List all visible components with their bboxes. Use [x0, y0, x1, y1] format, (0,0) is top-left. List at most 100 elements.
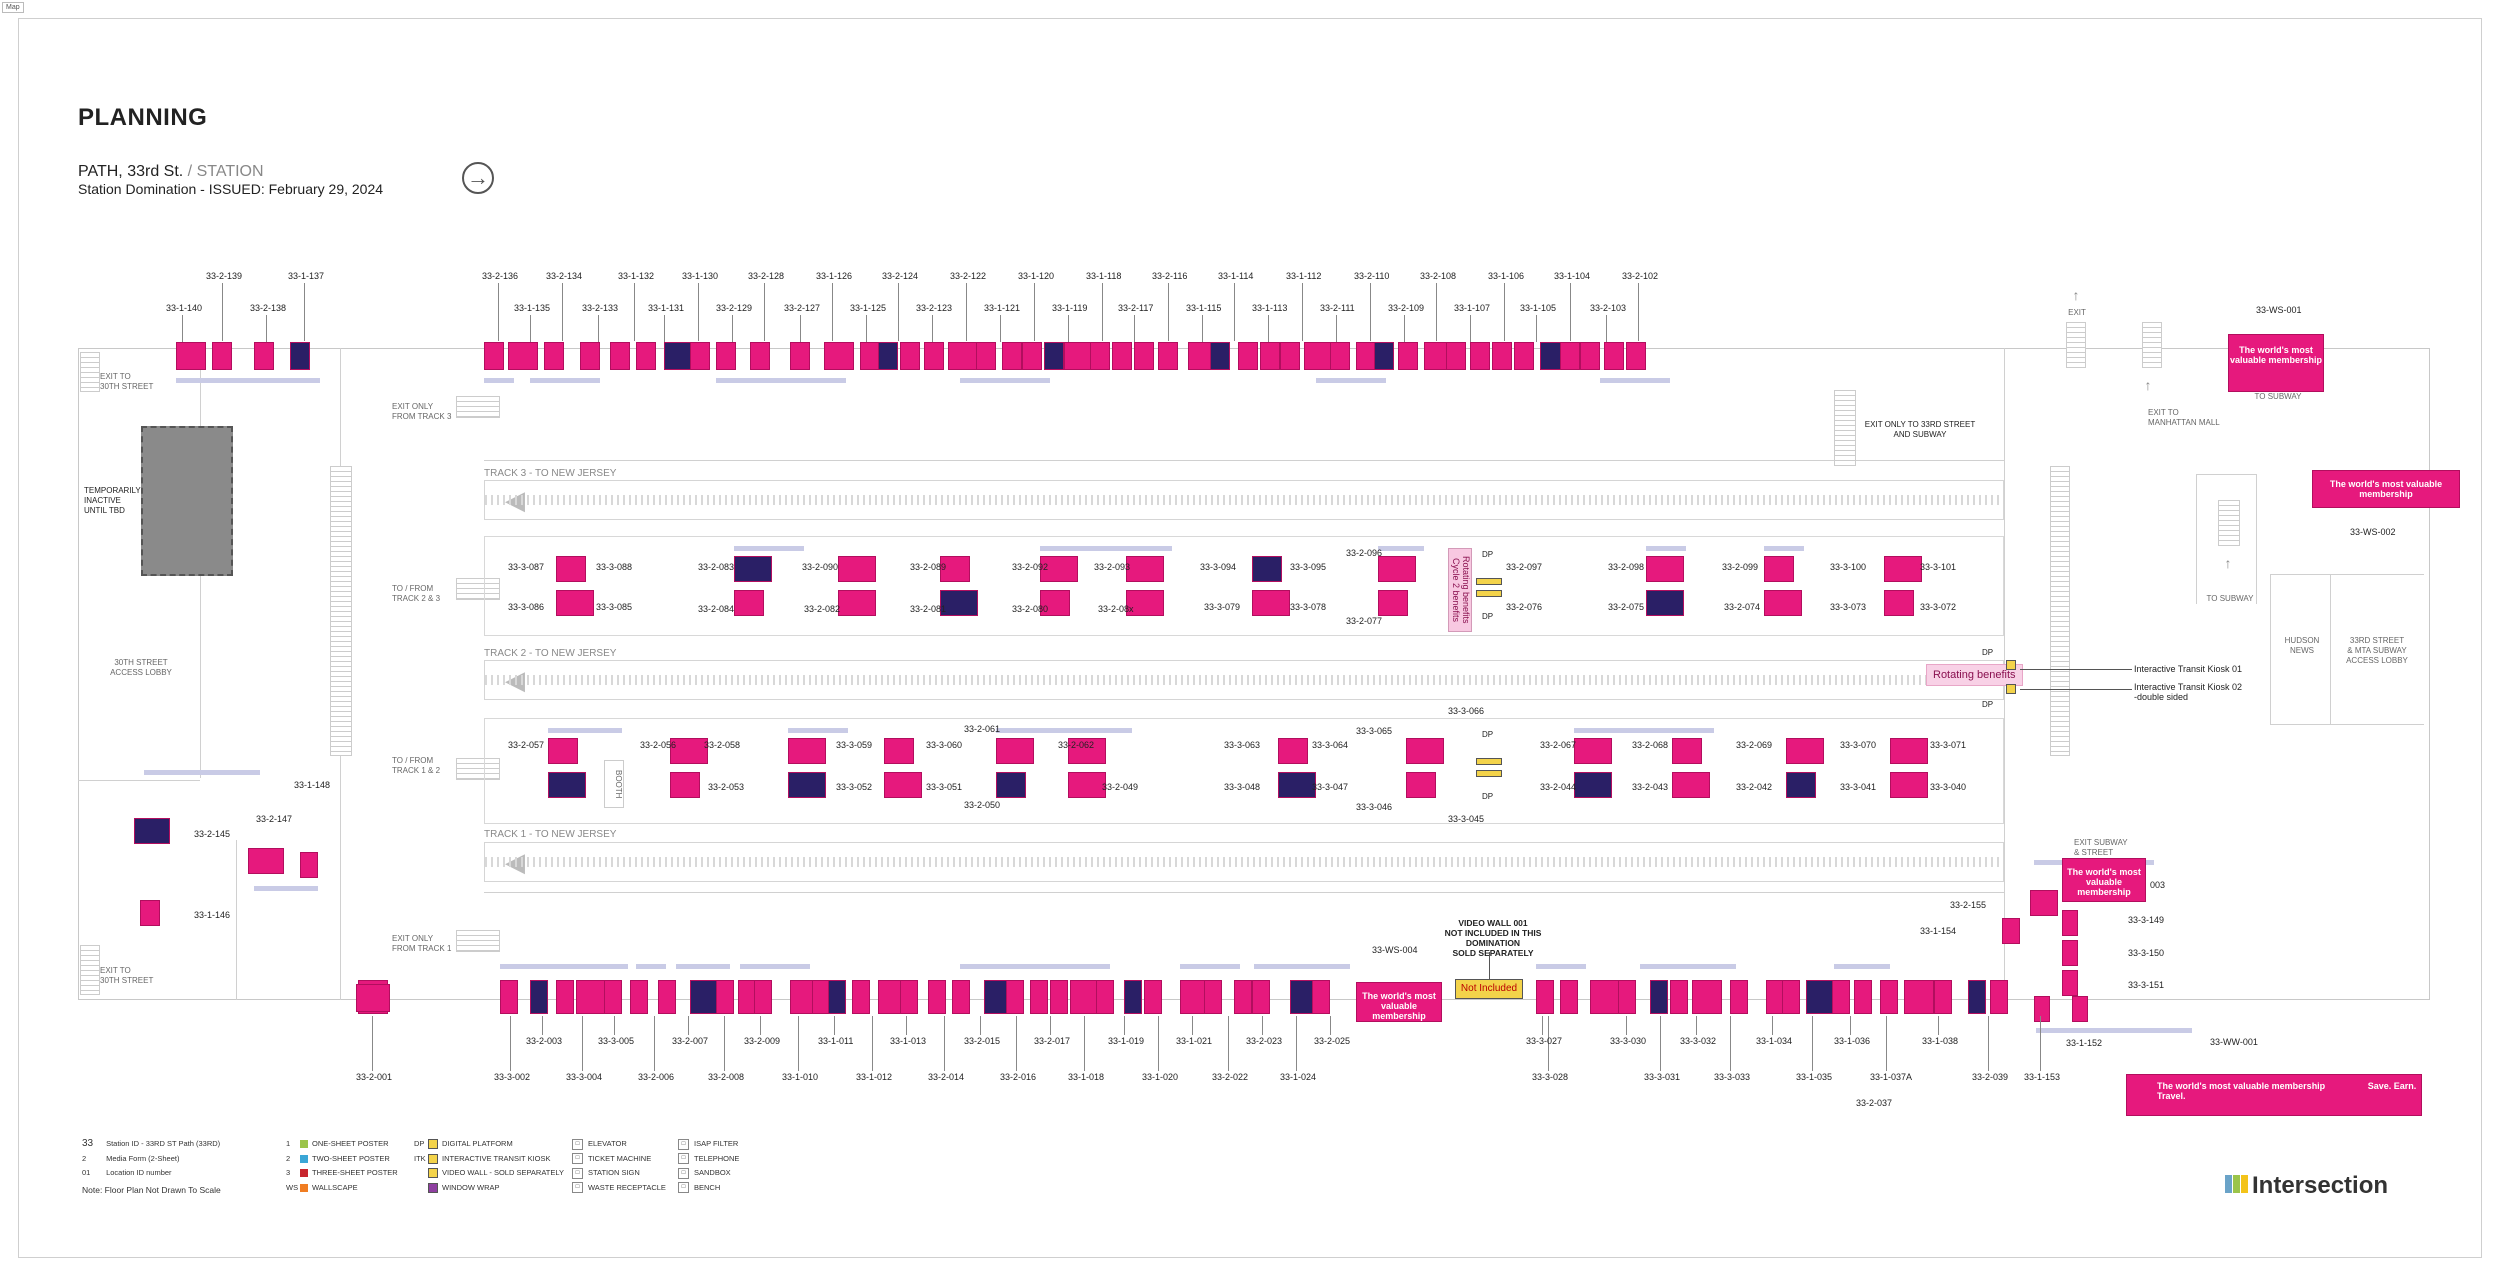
ad-panel[interactable] [134, 818, 170, 844]
ad-panel[interactable] [1096, 980, 1114, 1014]
ad-panel[interactable] [2072, 996, 2088, 1022]
ad-panel[interactable] [1068, 772, 1106, 798]
ad-panel[interactable] [548, 738, 578, 764]
ad-panel[interactable] [1650, 980, 1668, 1014]
ad-panel[interactable] [548, 772, 586, 798]
wallscape-ws-004[interactable]: The world's most valuable membership [1356, 982, 1442, 1022]
ad-panel[interactable] [1378, 556, 1416, 582]
ad-panel[interactable] [140, 900, 160, 926]
ad-panel[interactable] [1374, 342, 1394, 370]
ad-panel[interactable] [1590, 980, 1620, 1014]
ad-panel[interactable] [576, 980, 606, 1014]
ad-panel[interactable] [750, 342, 770, 370]
ad-panel[interactable] [300, 852, 318, 878]
ad-panel[interactable] [2030, 890, 2058, 916]
ad-panel[interactable] [1904, 980, 1934, 1014]
ad-panel[interactable] [1158, 342, 1178, 370]
ad-panel[interactable] [2062, 940, 2078, 966]
ad-panel[interactable] [1252, 556, 1282, 582]
wallscape-ws-001[interactable]: The world's most valuable membership [2228, 334, 2324, 392]
ad-panel[interactable] [1968, 980, 1986, 1014]
ad-panel[interactable] [1030, 980, 1048, 1014]
ad-panel[interactable] [1304, 342, 1334, 370]
ad-panel[interactable] [1134, 342, 1154, 370]
ad-panel[interactable] [556, 590, 594, 616]
ad-panel[interactable] [1144, 980, 1162, 1014]
ad-panel[interactable] [1312, 980, 1330, 1014]
wallscape-ws-003[interactable]: The world's most valuable membership [2062, 858, 2146, 902]
ad-panel[interactable] [1260, 342, 1280, 370]
ad-panel[interactable] [1406, 772, 1436, 798]
ad-panel[interactable] [1782, 980, 1800, 1014]
ad-panel[interactable] [788, 772, 826, 798]
ad-panel[interactable] [1356, 342, 1376, 370]
ad-panel[interactable] [1990, 980, 2008, 1014]
ad-panel[interactable] [610, 342, 630, 370]
ad-panel[interactable] [1210, 342, 1230, 370]
ad-panel[interactable] [2062, 970, 2078, 996]
ad-panel[interactable] [1252, 590, 1290, 616]
ad-panel[interactable] [508, 342, 538, 370]
ad-panel[interactable] [940, 556, 970, 582]
ad-panel[interactable] [290, 342, 310, 370]
ad-panel[interactable] [1672, 772, 1710, 798]
ad-panel[interactable] [1646, 556, 1684, 582]
ad-panel[interactable] [1890, 738, 1928, 764]
ad-panel[interactable] [1618, 980, 1636, 1014]
ad-panel[interactable] [838, 556, 876, 582]
ad-panel[interactable] [828, 980, 846, 1014]
ad-panel[interactable] [1626, 342, 1646, 370]
ad-panel[interactable] [1330, 342, 1350, 370]
ad-panel[interactable] [948, 342, 978, 370]
ad-panel[interactable] [996, 738, 1034, 764]
ad-panel[interactable] [1786, 738, 1824, 764]
ad-panel[interactable] [734, 556, 772, 582]
ad-panel[interactable] [1070, 980, 1100, 1014]
ad-panel[interactable] [1934, 980, 1952, 1014]
kiosk-02-icon[interactable] [2006, 684, 2016, 694]
ad-panel[interactable] [1204, 980, 1222, 1014]
ad-panel[interactable] [1022, 342, 1042, 370]
ad-panel[interactable] [544, 342, 564, 370]
ad-panel[interactable] [2034, 996, 2050, 1022]
ad-panel[interactable] [1786, 772, 1816, 798]
ad-panel[interactable] [1006, 980, 1024, 1014]
ad-panel[interactable] [824, 342, 854, 370]
ad-panel[interactable] [1560, 342, 1580, 370]
ad-panel[interactable] [790, 342, 810, 370]
ad-panel[interactable] [1536, 980, 1554, 1014]
ad-panel[interactable] [734, 590, 764, 616]
ad-panel[interactable] [1764, 590, 1802, 616]
ad-panel[interactable] [884, 738, 914, 764]
ad-panel[interactable] [1044, 342, 1064, 370]
ad-panel[interactable] [690, 342, 710, 370]
ad-panel[interactable] [1112, 342, 1132, 370]
kiosk-01-icon[interactable] [2006, 660, 2016, 670]
ad-panel[interactable] [356, 984, 390, 1012]
ad-panel[interactable] [884, 772, 922, 798]
ad-panel[interactable] [1040, 590, 1070, 616]
ad-panel[interactable] [1124, 980, 1142, 1014]
wallscape-ws-002[interactable]: The world's most valuable membership [2312, 470, 2460, 508]
ad-panel[interactable] [1854, 980, 1872, 1014]
ad-panel[interactable] [860, 342, 880, 370]
digital-platform-icon[interactable] [1476, 770, 1502, 777]
ad-panel[interactable] [996, 772, 1026, 798]
ad-panel[interactable] [1238, 342, 1258, 370]
ad-panel[interactable] [1646, 590, 1684, 616]
ad-panel[interactable] [1002, 342, 1022, 370]
ad-panel[interactable] [1090, 342, 1110, 370]
ad-panel[interactable] [1278, 772, 1316, 798]
ad-panel[interactable] [1730, 980, 1748, 1014]
ad-panel[interactable] [670, 772, 700, 798]
ad-panel[interactable] [788, 738, 826, 764]
ad-panel[interactable] [636, 342, 656, 370]
ad-panel[interactable] [630, 980, 648, 1014]
ad-panel[interactable] [2002, 918, 2020, 944]
ad-panel[interactable] [1398, 342, 1418, 370]
ad-panel[interactable] [754, 980, 772, 1014]
ad-panel[interactable] [484, 342, 504, 370]
ad-panel[interactable] [900, 342, 920, 370]
ad-panel[interactable] [1234, 980, 1252, 1014]
ad-panel[interactable] [530, 980, 548, 1014]
